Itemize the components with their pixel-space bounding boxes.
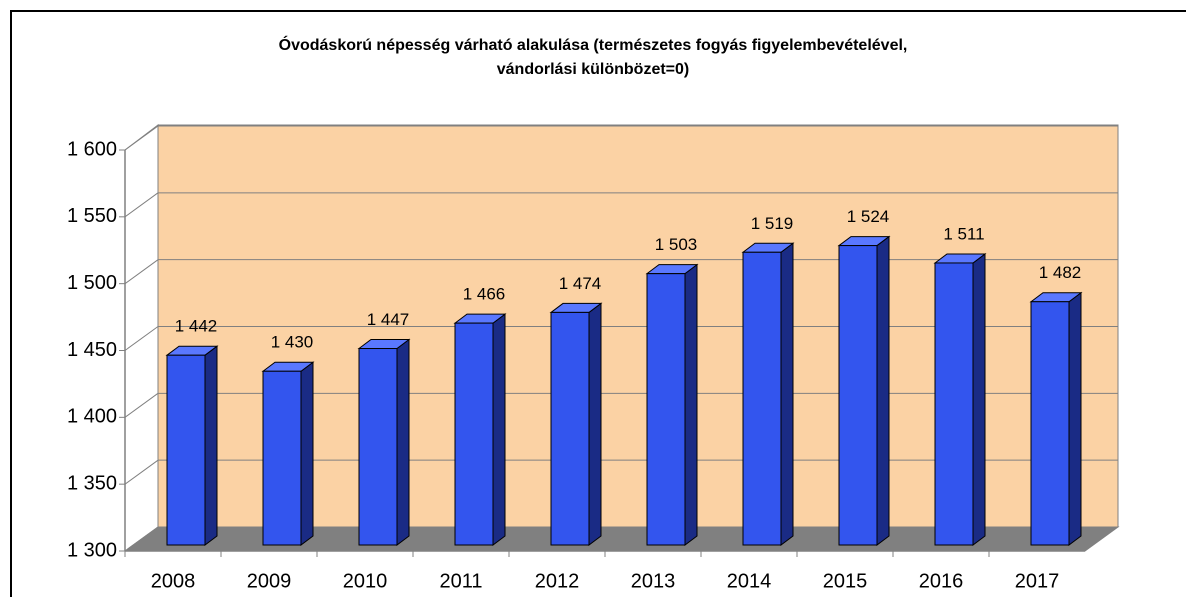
- x-tick-label: 2010: [343, 570, 388, 592]
- bar-side: [972, 252, 986, 546]
- bar: [358, 348, 398, 546]
- bar: [742, 251, 782, 546]
- x-tick-label: 2012: [535, 570, 580, 592]
- x-tick-label: 2009: [247, 570, 292, 592]
- value-label: 1 442: [175, 317, 218, 336]
- x-tick-label: 2014: [727, 570, 772, 592]
- bar-side: [684, 263, 698, 546]
- y-tick-label: 1 450: [67, 339, 117, 361]
- grid-line-side: [124, 192, 159, 218]
- grid-line-side: [124, 459, 159, 485]
- value-label: 1 447: [367, 310, 410, 329]
- value-label: 1 511: [943, 224, 984, 243]
- bar-side: [204, 345, 218, 546]
- y-tick-label: 1 350: [67, 472, 117, 494]
- grid-line-side: [124, 125, 159, 151]
- grid-line-side: [124, 326, 159, 351]
- value-label: 1 503: [655, 235, 698, 254]
- bar: [262, 370, 302, 546]
- x-tick-label: 2017: [1015, 570, 1060, 592]
- value-label: 1 524: [847, 207, 890, 226]
- y-tick-label: 1 400: [67, 406, 117, 428]
- bar: [1030, 301, 1070, 546]
- value-label: 1 430: [271, 333, 314, 352]
- bar: [454, 322, 494, 546]
- y-tick-label: 1 300: [67, 539, 117, 561]
- bar-side: [588, 302, 602, 546]
- x-tick-label: 2008: [151, 570, 196, 592]
- y-tick-label: 1 600: [67, 138, 117, 160]
- x-tick-label: 2013: [631, 570, 676, 592]
- grid-line-side: [124, 259, 159, 285]
- x-tick-label: 2015: [823, 570, 868, 592]
- y-tick-label: 1 550: [67, 205, 117, 227]
- x-tick-label: 2016: [919, 570, 964, 592]
- bar: [838, 245, 878, 546]
- value-label: 1 474: [559, 274, 602, 293]
- bar: [550, 311, 590, 546]
- bar-side: [1068, 291, 1082, 546]
- bar-side: [492, 313, 506, 546]
- bar-side: [300, 361, 314, 546]
- bar-side: [876, 235, 890, 546]
- value-label: 1 482: [1039, 263, 1082, 282]
- grid-line-side: [124, 392, 159, 418]
- bar: [166, 354, 206, 546]
- chart-frame: [10, 10, 1186, 597]
- value-label: 1 519: [751, 214, 794, 233]
- bar-side: [780, 242, 794, 546]
- bar-side: [396, 338, 410, 546]
- y-tick-label: 1 500: [67, 272, 117, 294]
- value-label: 1 466: [463, 285, 506, 304]
- chart-title: Óvodáskorú népesség várható alakulása (t…: [278, 37, 908, 78]
- bar: [934, 262, 974, 546]
- x-tick-label: 2011: [439, 570, 482, 592]
- bar: [646, 273, 686, 546]
